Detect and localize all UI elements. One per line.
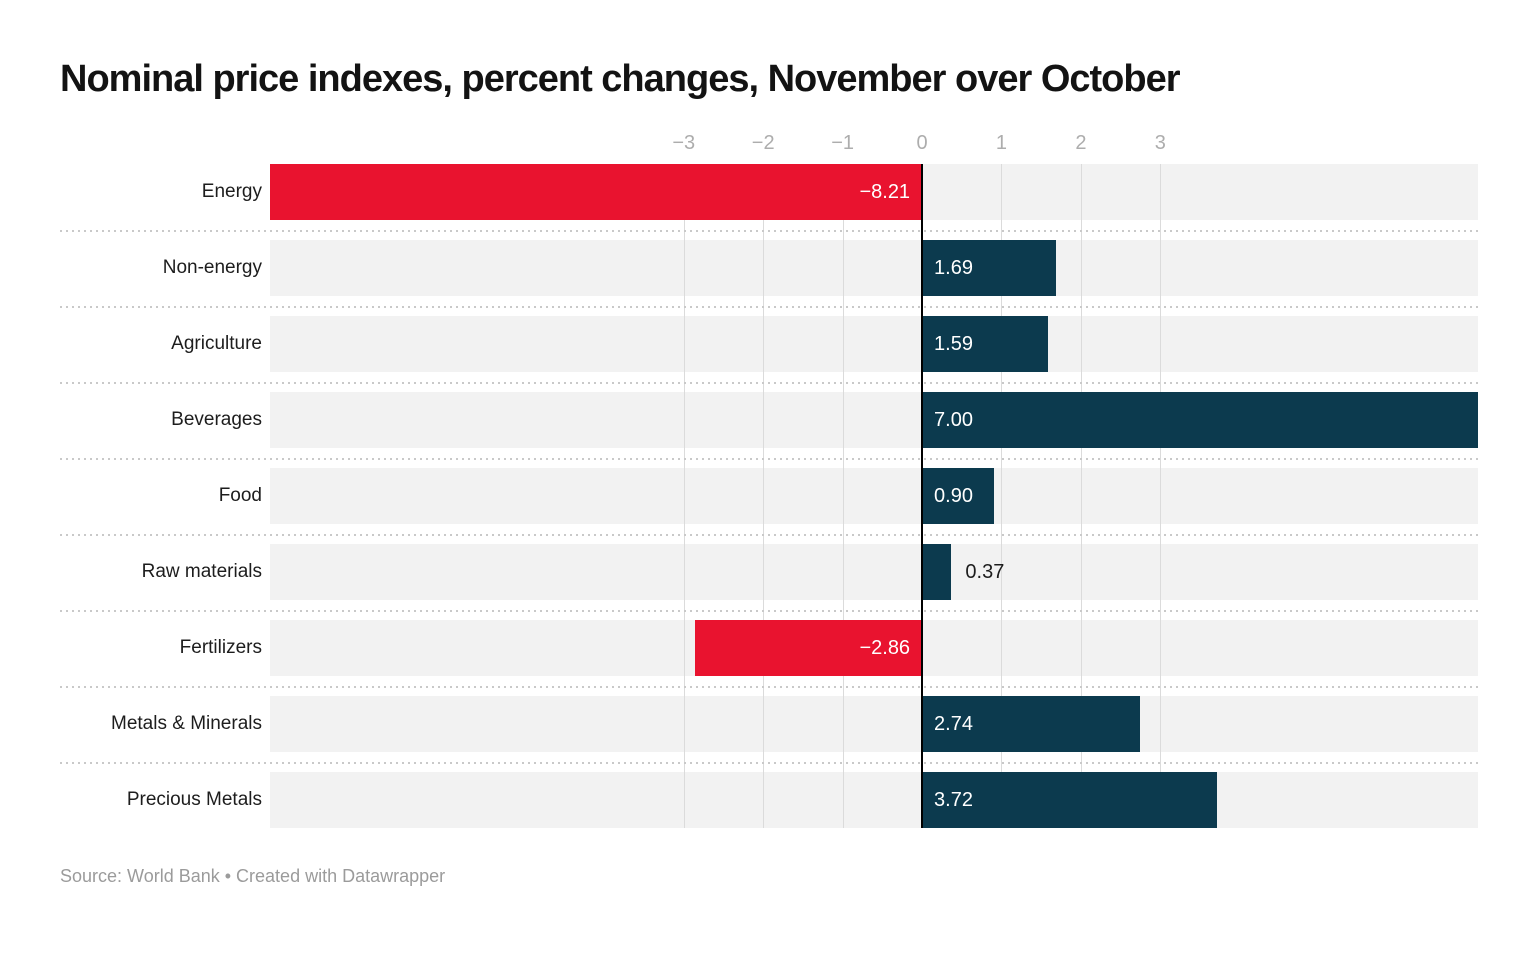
bar-value-label: −2.86 [859,637,911,659]
bar-value-label: 3.72 [934,789,973,811]
x-tick-label: −3 [672,132,696,154]
bar-value-label: 0.90 [934,485,973,507]
x-gridline [1160,164,1162,828]
x-tick-label: 2 [1075,132,1087,154]
x-gridline [1001,164,1003,828]
bar-value-label: 2.74 [934,713,973,735]
bar[interactable] [922,696,1140,752]
category-labels: Energy Non-energy Agriculture Beverages Food… [60,164,262,828]
row-band [270,696,1478,752]
bar[interactable] [694,620,923,676]
category-label: Raw materials [141,561,262,582]
x-tick-label: 0 [916,132,928,154]
bar-value-label: 1.59 [934,333,973,355]
bar[interactable] [922,240,1057,296]
bar-value-label: 1.69 [934,257,973,279]
x-tick-label: 1 [995,132,1008,154]
row-band [270,772,1478,828]
bar[interactable] [922,468,994,524]
x-tick-label: −2 [751,132,775,154]
bar-value-label: 0.37 [965,561,1005,583]
source-note: Source: World Bank • Created with Datawr… [60,866,445,887]
x-tick-label: 3 [1154,132,1166,154]
chart-title: Nominal price indexes, percent changes, … [60,58,1181,100]
row-band [270,468,1478,524]
bar[interactable] [922,544,952,600]
category-label: Precious Metals [126,789,262,810]
source-note-text: Source: World Bank • Created with Datawr… [60,866,446,886]
bar-value-label: −8.21 [859,181,911,203]
category-label: Beverages [171,409,262,430]
x-tick-label: −1 [831,132,855,154]
bar[interactable] [922,772,1218,828]
row-band [270,316,1478,372]
category-label: Fertilizers [179,637,262,658]
category-label: Agriculture [171,333,262,354]
bar-value-label: 7.00 [934,409,973,431]
category-label: Food [218,485,262,506]
x-axis: −3 −2 −1 0 1 2 3 [270,129,1478,157]
category-label: Non-energy [162,257,262,278]
bar[interactable] [270,164,923,220]
zero-axis-line [921,164,924,828]
bar[interactable] [922,316,1049,372]
plot-area: −8.21 1.69 1.59 7.00 0.90 0.37 −2.86 2.74 3.72 [270,164,1478,828]
x-gridline [842,164,844,828]
x-gridline [1080,164,1082,828]
bar[interactable] [922,392,1478,448]
x-gridline [683,164,685,828]
row-band [270,240,1478,296]
category-label: Metals & Minerals [111,713,262,734]
x-gridline [763,164,765,828]
row-band [270,544,1478,600]
category-label: Energy [201,181,262,202]
